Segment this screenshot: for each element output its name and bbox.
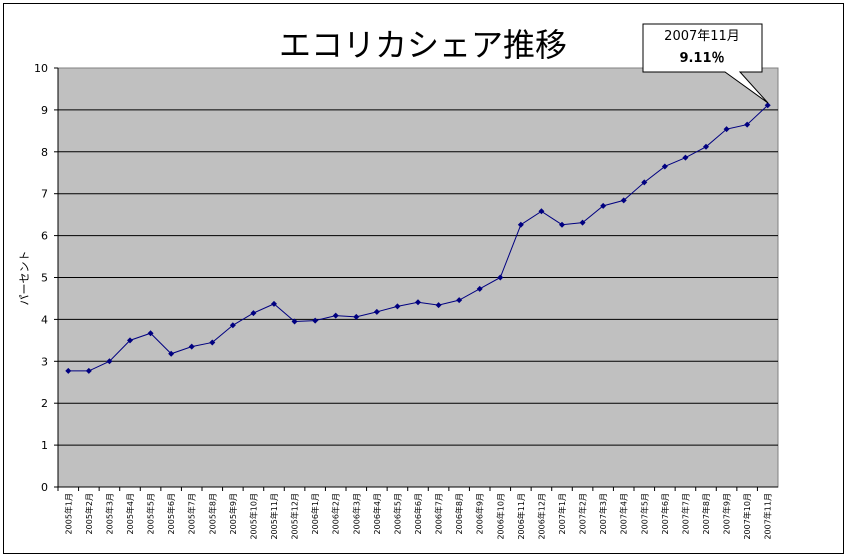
data-point bbox=[600, 202, 607, 209]
x-tick-label: 2006年1月 bbox=[310, 493, 320, 534]
data-point bbox=[229, 322, 236, 329]
series-layer bbox=[65, 102, 771, 374]
callout-value: 9.11％ bbox=[679, 51, 724, 66]
data-point bbox=[559, 221, 565, 228]
data-point bbox=[517, 221, 524, 228]
data-point bbox=[703, 143, 709, 150]
data-point bbox=[291, 318, 298, 325]
callout-annotation: 2007年11月 9.11％ bbox=[642, 23, 769, 104]
data-point bbox=[332, 312, 339, 319]
data-point bbox=[188, 343, 195, 350]
x-tick-label: 2005年5月 bbox=[146, 493, 156, 534]
x-tick-label: 2006年5月 bbox=[392, 493, 402, 534]
x-tick-label: 2006年7月 bbox=[434, 493, 444, 534]
data-point bbox=[435, 302, 442, 309]
data-point bbox=[764, 102, 771, 109]
data-point bbox=[353, 313, 360, 320]
data-point bbox=[641, 179, 648, 186]
x-tick-label: 2005年10月 bbox=[248, 493, 258, 540]
x-tick-label: 2007年10月 bbox=[742, 493, 752, 540]
data-point bbox=[661, 163, 668, 170]
y-tick-label: 1 bbox=[41, 439, 48, 452]
x-tick-label: 2006年9月 bbox=[475, 493, 485, 534]
x-tick-label: 2005年2月 bbox=[84, 493, 94, 534]
data-point bbox=[723, 126, 730, 133]
x-tick-label: 2007年8月 bbox=[701, 493, 711, 534]
data-point bbox=[147, 330, 154, 337]
y-tick-label: 4 bbox=[41, 313, 48, 326]
data-point bbox=[312, 317, 319, 324]
x-tick-label: 2007年5月 bbox=[639, 493, 649, 534]
x-tick-label: 2007年4月 bbox=[619, 493, 629, 534]
y-axis-label: パーセント bbox=[18, 251, 31, 306]
x-tick-label: 2005年8月 bbox=[207, 493, 217, 534]
x-tick-label: 2006年8月 bbox=[454, 493, 464, 534]
x-tick-label: 2005年7月 bbox=[187, 493, 197, 534]
x-axis-ticks: 2005年1月 2005年2月 2005年3月 2005年4月 2005年5月 2005年… bbox=[57, 487, 773, 540]
x-tick-label: 2007年1月 bbox=[557, 493, 567, 534]
x-tick-label: 2007年7月 bbox=[680, 493, 690, 534]
x-tick-label: 2005年1月 bbox=[63, 493, 73, 534]
x-tick-label: 2007年3月 bbox=[598, 493, 608, 534]
data-point bbox=[373, 308, 380, 315]
x-tick-label: 2007年9月 bbox=[722, 493, 732, 534]
data-point bbox=[620, 197, 627, 204]
data-point bbox=[209, 339, 216, 346]
y-tick-label: 0 bbox=[41, 481, 48, 494]
data-point bbox=[250, 310, 257, 317]
y-tick-label: 9 bbox=[41, 104, 48, 117]
data-point bbox=[394, 303, 401, 310]
data-point bbox=[579, 219, 586, 226]
data-point bbox=[127, 337, 133, 344]
data-point bbox=[456, 297, 463, 304]
callout-box bbox=[642, 23, 769, 104]
y-tick-label: 5 bbox=[41, 272, 48, 285]
x-tick-label: 2005年11月 bbox=[269, 493, 279, 540]
x-tick-label: 2005年12月 bbox=[290, 493, 300, 540]
x-tick-label: 2006年10月 bbox=[495, 493, 505, 540]
data-point bbox=[106, 358, 113, 365]
x-tick-label: 2006年3月 bbox=[351, 493, 361, 534]
x-tick-label: 2007年11月 bbox=[763, 493, 773, 540]
y-tick-label: 7 bbox=[41, 188, 48, 201]
x-tick-label: 2007年2月 bbox=[578, 493, 588, 534]
data-point bbox=[497, 274, 504, 281]
data-point bbox=[415, 299, 421, 306]
x-tick-label: 2005年3月 bbox=[104, 493, 114, 534]
data-point bbox=[65, 367, 72, 374]
data-point bbox=[271, 300, 277, 307]
y-tick-label: 8 bbox=[41, 146, 48, 159]
x-tick-label: 2006年2月 bbox=[331, 493, 341, 534]
data-point bbox=[682, 154, 689, 161]
callout-date: 2007年11月 bbox=[664, 29, 740, 44]
data-point bbox=[168, 350, 175, 357]
x-tick-label: 2005年4月 bbox=[125, 493, 135, 534]
data-point bbox=[538, 208, 545, 215]
data-point bbox=[85, 367, 92, 374]
x-tick-label: 2006年11月 bbox=[516, 493, 526, 540]
x-tick-label: 2006年12月 bbox=[536, 493, 546, 540]
x-tick-label: 2007年6月 bbox=[660, 493, 670, 534]
x-tick-label: 2006年4月 bbox=[372, 493, 382, 534]
y-axis-ticks: 0 1 2 3 4 5 6 7 8 9 10 bbox=[34, 62, 58, 494]
y-tick-label: 2 bbox=[41, 397, 48, 410]
data-point bbox=[744, 121, 751, 128]
x-tick-label: 2005年6月 bbox=[166, 493, 176, 534]
gridlines bbox=[57, 68, 778, 488]
y-tick-label: 3 bbox=[41, 355, 48, 368]
x-tick-label: 2006年6月 bbox=[413, 493, 423, 534]
data-point bbox=[476, 285, 483, 292]
chart-title: エコリカシェア推移 bbox=[279, 26, 567, 64]
x-tick-label: 2005年9月 bbox=[228, 493, 238, 534]
y-tick-label: 6 bbox=[41, 230, 48, 243]
y-tick-label: 10 bbox=[34, 62, 48, 75]
